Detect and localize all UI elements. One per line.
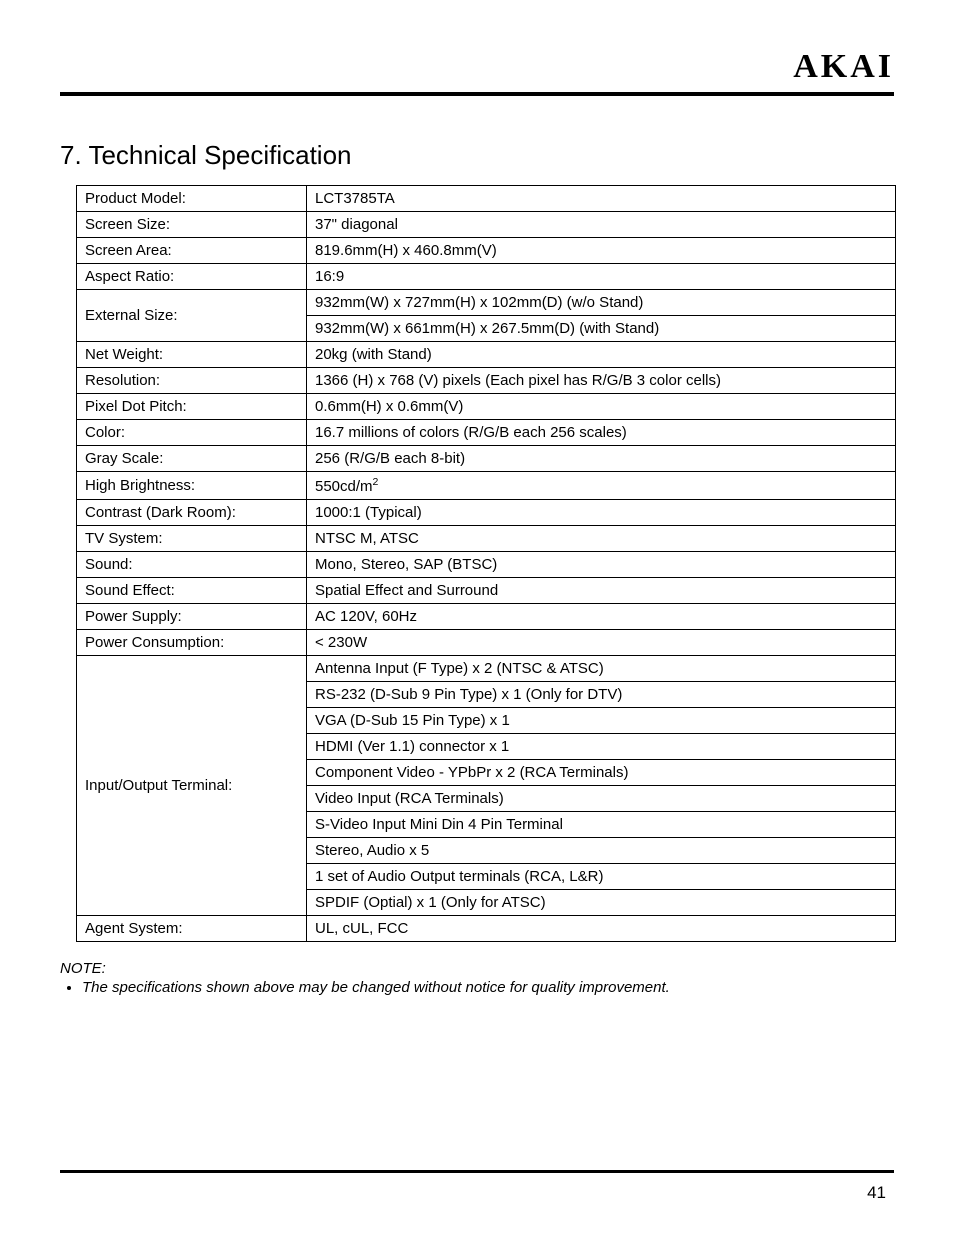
spec-value: Component Video - YPbPr x 2 (RCA Termina… (307, 760, 896, 786)
page-header: AKAI (60, 48, 894, 96)
note-heading: NOTE: (60, 960, 894, 977)
section-title: 7. Technical Specification (60, 140, 894, 171)
spec-value: Video Input (RCA Terminals) (307, 786, 896, 812)
spec-value: Stereo, Audio x 5 (307, 838, 896, 864)
spec-value: S-Video Input Mini Din 4 Pin Terminal (307, 812, 896, 838)
spec-label: Pixel Dot Pitch: (77, 394, 307, 420)
table-row: Contrast (Dark Room):1000:1 (Typical) (77, 500, 896, 526)
spec-value: 16:9 (307, 264, 896, 290)
spec-label: Sound: (77, 552, 307, 578)
spec-label: Aspect Ratio: (77, 264, 307, 290)
spec-value: HDMI (Ver 1.1) connector x 1 (307, 734, 896, 760)
table-row: Color:16.7 millions of colors (R/G/B eac… (77, 420, 896, 446)
page-number: 41 (867, 1183, 886, 1203)
spec-value: 1000:1 (Typical) (307, 500, 896, 526)
brand-logo: AKAI (793, 48, 894, 85)
table-row: Input/Output Terminal:Antenna Input (F T… (77, 656, 896, 682)
spec-label: Screen Area: (77, 238, 307, 264)
spec-value: 256 (R/G/B each 8-bit) (307, 446, 896, 472)
spec-label: High Brightness: (77, 472, 307, 500)
table-row: External Size:932mm(W) x 727mm(H) x 102m… (77, 290, 896, 316)
spec-value: 1366 (H) x 768 (V) pixels (Each pixel ha… (307, 368, 896, 394)
table-row: Net Weight:20kg (with Stand) (77, 342, 896, 368)
table-row: Screen Area:819.6mm(H) x 460.8mm(V) (77, 238, 896, 264)
spec-label: Power Supply: (77, 604, 307, 630)
spec-value: UL, cUL, FCC (307, 916, 896, 942)
spec-label: TV System: (77, 526, 307, 552)
section-title-text: Technical Specification (88, 140, 351, 170)
spec-value: 932mm(W) x 727mm(H) x 102mm(D) (w/o Stan… (307, 290, 896, 316)
table-row: Screen Size:37" diagonal (77, 212, 896, 238)
table-row: Agent System:UL, cUL, FCC (77, 916, 896, 942)
spec-value: 819.6mm(H) x 460.8mm(V) (307, 238, 896, 264)
header-rule (60, 92, 894, 96)
table-row: Gray Scale:256 (R/G/B each 8-bit) (77, 446, 896, 472)
spec-label: Power Consumption: (77, 630, 307, 656)
spec-label: Net Weight: (77, 342, 307, 368)
table-row: Resolution:1366 (H) x 768 (V) pixels (Ea… (77, 368, 896, 394)
spec-value: AC 120V, 60Hz (307, 604, 896, 630)
note-item: The specifications shown above may be ch… (82, 979, 894, 996)
spec-value: 932mm(W) x 661mm(H) x 267.5mm(D) (with S… (307, 316, 896, 342)
content-area: 7. Technical Specification Product Model… (60, 140, 894, 996)
spec-label: External Size: (77, 290, 307, 342)
footer-rule (60, 1170, 894, 1173)
spec-value: Antenna Input (F Type) x 2 (NTSC & ATSC) (307, 656, 896, 682)
spec-value: 550cd/m2 (307, 472, 896, 500)
spec-label: Input/Output Terminal: (77, 656, 307, 916)
spec-value: 20kg (with Stand) (307, 342, 896, 368)
table-row: TV System:NTSC M, ATSC (77, 526, 896, 552)
spec-label: Gray Scale: (77, 446, 307, 472)
spec-value: VGA (D-Sub 15 Pin Type) x 1 (307, 708, 896, 734)
spec-label: Color: (77, 420, 307, 446)
table-row: Sound Effect:Spatial Effect and Surround (77, 578, 896, 604)
spec-value: 0.6mm(H) x 0.6mm(V) (307, 394, 896, 420)
spec-value: LCT3785TA (307, 186, 896, 212)
spec-value: < 230W (307, 630, 896, 656)
spec-value: Mono, Stereo, SAP (BTSC) (307, 552, 896, 578)
table-row: Power Supply:AC 120V, 60Hz (77, 604, 896, 630)
spec-value: 1 set of Audio Output terminals (RCA, L&… (307, 864, 896, 890)
spec-value: NTSC M, ATSC (307, 526, 896, 552)
spec-table-body: Product Model:LCT3785TAScreen Size:37" d… (77, 186, 896, 942)
spec-label: Sound Effect: (77, 578, 307, 604)
spec-value: Spatial Effect and Surround (307, 578, 896, 604)
note-block: NOTE: The specifications shown above may… (60, 960, 894, 996)
table-row: Pixel Dot Pitch:0.6mm(H) x 0.6mm(V) (77, 394, 896, 420)
table-row: Sound:Mono, Stereo, SAP (BTSC) (77, 552, 896, 578)
table-row: Aspect Ratio:16:9 (77, 264, 896, 290)
table-row: Power Consumption:< 230W (77, 630, 896, 656)
table-row: High Brightness:550cd/m2 (77, 472, 896, 500)
spec-label: Contrast (Dark Room): (77, 500, 307, 526)
table-row: Product Model:LCT3785TA (77, 186, 896, 212)
note-list: The specifications shown above may be ch… (60, 979, 894, 996)
spec-value: RS-232 (D-Sub 9 Pin Type) x 1 (Only for … (307, 682, 896, 708)
spec-label: Agent System: (77, 916, 307, 942)
spec-label: Resolution: (77, 368, 307, 394)
spec-label: Screen Size: (77, 212, 307, 238)
spec-value: 16.7 millions of colors (R/G/B each 256 … (307, 420, 896, 446)
spec-table: Product Model:LCT3785TAScreen Size:37" d… (76, 185, 896, 942)
spec-value: 37" diagonal (307, 212, 896, 238)
spec-label: Product Model: (77, 186, 307, 212)
spec-value: SPDIF (Optial) x 1 (Only for ATSC) (307, 890, 896, 916)
section-number: 7. (60, 140, 82, 170)
